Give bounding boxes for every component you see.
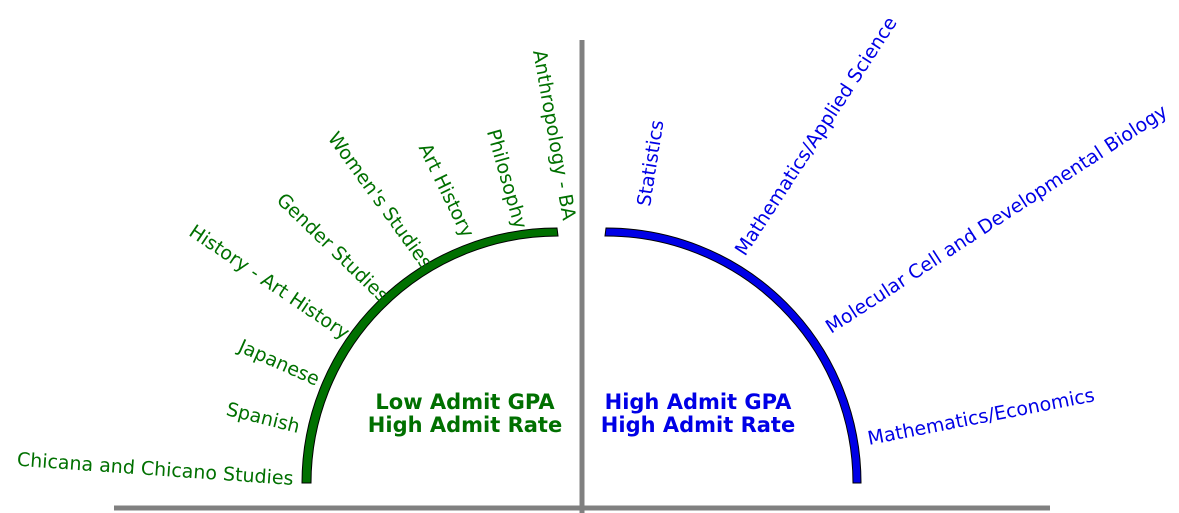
left-label: Philosophy <box>482 127 531 232</box>
right-title-line1: High Admit GPA <box>605 390 792 414</box>
right-label: Mathematics/Economics <box>866 384 1097 450</box>
right-title-line2: High Admit Rate <box>601 413 795 437</box>
left-title-line2: High Admit Rate <box>368 413 562 437</box>
left-label: Anthropology - BA <box>528 48 580 222</box>
right-label: Molecular Cell and Developmental Biology <box>822 100 1172 338</box>
right-arc-band <box>604 227 862 484</box>
left-label: Spanish <box>224 398 302 437</box>
left-label: Chicana and Chicano Studies <box>16 449 294 490</box>
left-label: Art History <box>414 140 478 241</box>
left-arc-band <box>301 227 559 484</box>
left-label: Japanese <box>234 335 323 391</box>
left-title-line1: Low Admit GPA <box>375 390 555 414</box>
right-label: Statistics <box>633 119 668 208</box>
right-label: Mathematics/Applied Science <box>731 13 902 260</box>
